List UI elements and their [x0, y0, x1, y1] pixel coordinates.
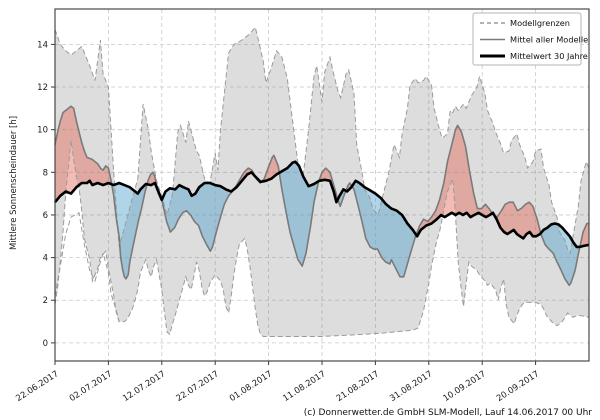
y-axis-label: Mittlere Sonnenscheindauer [h] — [9, 115, 19, 251]
y-tick-label: 12 — [37, 83, 48, 93]
x-tick-label: 11.08.2017 — [281, 369, 327, 404]
above-normal-fill — [55, 106, 589, 247]
climate-mean-line — [53, 160, 590, 249]
x-tick-label: 10.09.2017 — [442, 369, 488, 404]
x-tick-label: 12.07.2017 — [121, 369, 167, 404]
below-normal-fill — [111, 161, 580, 285]
x-axis: 22.06.2017 02.07.2017 12.07.2017 22.07.2017… — [14, 361, 541, 404]
legend-label: Modellgrenzen — [510, 18, 570, 28]
model-bound-inner-line — [54, 212, 120, 322]
x-tick-label: 22.07.2017 — [175, 369, 221, 404]
x-tick-label: 02.07.2017 — [68, 369, 114, 404]
x-tick-label: 31.08.2017 — [388, 369, 434, 404]
x-tick-label: 22.06.2017 — [14, 369, 60, 404]
y-tick-label: 6 — [43, 211, 48, 221]
legend-label: Mittel aller Modelle — [510, 35, 588, 45]
y-tick-label: 4 — [43, 254, 48, 264]
y-tick-label: 0 — [43, 339, 48, 349]
y-tick-label: 14 — [37, 40, 48, 50]
x-tick-label: 21.08.2017 — [335, 369, 381, 404]
model-bound-upper-line — [54, 26, 590, 255]
model-range-band — [55, 27, 589, 337]
x-tick-label: 01.08.2017 — [228, 369, 274, 404]
model-bound-lower-line — [54, 140, 590, 337]
legend-label: Mittelwert 30 Jahre — [510, 51, 588, 61]
legend: Modellgrenzen Mittel aller Modelle Mittelw… — [472, 12, 588, 66]
y-tick-label: 2 — [43, 296, 48, 306]
y-tick-label: 10 — [37, 126, 48, 136]
copyright-caption: (c) Donnerwetter.de GmbH SLM-Modell, Lau… — [303, 408, 592, 418]
y-tick-label: 8 — [43, 168, 48, 178]
y-axis: 0 2 4 6 8 10 12 14 — [37, 40, 55, 349]
x-tick-label: 20.09.2017 — [495, 369, 541, 404]
